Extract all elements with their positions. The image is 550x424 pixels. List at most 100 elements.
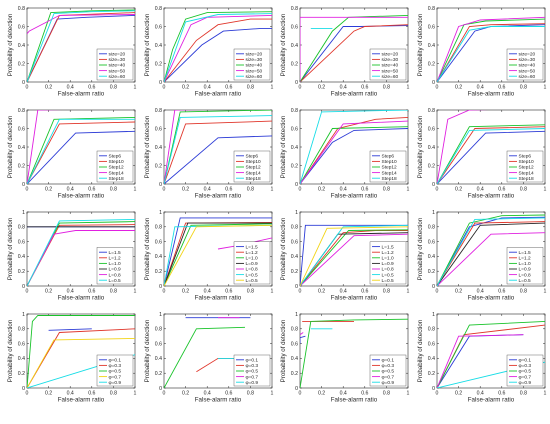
y-tick-label: 0 (159, 284, 162, 290)
x-tick-label: 0.2 (455, 289, 462, 295)
subplot-1: 0 0.2 0.4 0.6 0.8 1 0 0.2 0.4 0.6 0.8 False-alarm r… (7, 6, 137, 98)
x-tick-label: 0 (26, 391, 29, 397)
legend-label: size=40 (382, 63, 399, 69)
y-tick-label: 0.8 (155, 327, 162, 333)
x-tick-label: 0.6 (361, 187, 368, 193)
x-tick-label: 1 (544, 85, 547, 91)
y-tick-label: 0.8 (291, 327, 298, 333)
subplot-15: 0 0.2 0.4 0.6 0.8 1 0 0.2 0.4 0.6 0.8 1 False-alarm … (280, 312, 410, 404)
legend-label: L=0.5 (246, 278, 258, 284)
x-tick-label: 0.6 (498, 289, 505, 295)
y-axis-label: Probability of detection (417, 115, 424, 178)
y-tick-label: 0.4 (428, 145, 435, 151)
legend-label: L=0.8 (519, 272, 531, 278)
legend-label: φ=0.3 (519, 363, 532, 369)
y-axis-label: Probability of detection (417, 217, 424, 280)
y-tick-label: 0.8 (428, 327, 435, 333)
y-tick-label: 0.2 (291, 163, 298, 169)
x-tick-label: 0.4 (67, 289, 74, 295)
x-tick-label: 0.8 (383, 85, 390, 91)
legend-label: Step12 (519, 165, 535, 171)
y-tick-label: 0.6 (155, 239, 162, 245)
y-axis-label: Probability of detection (144, 13, 151, 76)
legend-label: size=60 (519, 74, 536, 80)
x-tick-label: 0 (163, 289, 166, 295)
x-axis-label: False-alarm ratio (58, 295, 105, 302)
series-line-3 (300, 318, 408, 388)
legend-label: Step10 (246, 159, 262, 165)
y-tick-label: 0.4 (18, 356, 25, 362)
legend: L=1.5L=1.2L=1.0L=0.9L=0.8L=0.5L=0.5 (369, 241, 407, 285)
x-tick-label: 0.8 (247, 187, 254, 193)
subplot-13: 0 0.2 0.4 0.6 0.8 1 0 0.2 0.4 0.6 0.8 1 False-alarm … (7, 312, 137, 404)
x-axis-label: False-alarm ratio (58, 91, 105, 98)
y-tick-label: 0.8 (291, 6, 298, 12)
y-tick-label: 0.4 (155, 254, 162, 260)
legend-label: size=30 (519, 57, 536, 63)
x-tick-label: 0.8 (110, 85, 117, 91)
x-tick-label: 0.8 (383, 289, 390, 295)
y-tick-label: 1 (295, 210, 298, 216)
series-line-2 (164, 18, 272, 82)
y-tick-label: 0.4 (18, 145, 25, 151)
legend-label: φ=0.1 (246, 358, 259, 364)
x-axis-label: False-alarm ratio (58, 397, 105, 404)
x-axis-label: False-alarm ratio (331, 193, 378, 200)
x-tick-label: 0.4 (67, 391, 74, 397)
x-tick-label: 0.2 (455, 187, 462, 193)
legend-label: size=60 (109, 74, 126, 80)
series-line-6 (27, 218, 135, 286)
x-tick-label: 0.6 (361, 289, 368, 295)
x-tick-label: 0.8 (383, 391, 390, 397)
series-line-3 (164, 11, 272, 82)
legend-label: Step18 (382, 176, 398, 182)
x-axis-label: False-alarm ratio (468, 397, 515, 404)
legend: L=1.5L=1.2L=1.0L=0.9L=0.8L=0.5 (96, 247, 134, 285)
x-tick-label: 0.2 (45, 187, 52, 193)
x-axis-label: False-alarm ratio (331, 397, 378, 404)
x-tick-label: 0.2 (45, 289, 52, 295)
subplot-8: 0 0.2 0.4 0.6 0.8 1 0 0.2 0.4 0.6 0.8 False-alarm r… (417, 108, 547, 200)
legend-label: L=0.9 (246, 261, 258, 267)
legend-label: φ=0.5 (519, 369, 532, 375)
legend-label: Step18 (246, 176, 262, 182)
x-tick-label: 0.4 (340, 391, 347, 397)
x-tick-label: 0.4 (340, 85, 347, 91)
series-line-1 (300, 335, 306, 344)
legend: L=1.5L=1.2L=1.0L=0.9L=0.8L=0.5L=0.5 (233, 241, 271, 285)
y-tick-label: 1 (159, 210, 162, 216)
x-tick-label: 0.4 (477, 391, 484, 397)
x-tick-label: 0.2 (318, 391, 325, 397)
x-axis-label: False-alarm ratio (468, 295, 515, 302)
x-tick-label: 0 (26, 289, 29, 295)
legend-label: φ=0.1 (382, 358, 395, 364)
x-tick-label: 0.6 (498, 187, 505, 193)
x-tick-label: 0.6 (88, 289, 95, 295)
series-line-5 (300, 110, 408, 184)
subplot-10: 0 0.2 0.4 0.6 0.8 1 0 0.2 0.4 0.6 0.8 1 False-alarm … (144, 210, 274, 302)
y-tick-label: 0.2 (18, 371, 25, 377)
legend-label: size=20 (109, 52, 126, 58)
series-line-1 (27, 130, 135, 184)
legend-label: Step10 (109, 159, 125, 165)
series-line-3 (27, 315, 135, 388)
x-tick-label: 0.8 (520, 289, 527, 295)
y-tick-label: 0.4 (428, 356, 435, 362)
subplot-9: 0 0.2 0.4 0.6 0.8 1 0 0.2 0.4 0.6 0.8 1 False-alarm … (7, 210, 137, 302)
series-line-3 (300, 14, 408, 82)
subplot-7: 0 0.2 0.4 0.6 0.8 1 0 0.2 0.4 0.6 0.8 False-alarm r… (280, 108, 410, 200)
series-line-2 (300, 230, 408, 286)
x-tick-label: 1 (407, 391, 410, 397)
series-line-7 (164, 224, 272, 286)
legend-label: φ=0.3 (246, 363, 259, 369)
legend-label: Step10 (382, 159, 398, 165)
y-axis-label: Probability of detection (417, 319, 424, 382)
y-tick-label: 0.6 (18, 239, 25, 245)
y-tick-label: 0.8 (428, 225, 435, 231)
legend-label: L=0.5 (246, 272, 258, 278)
